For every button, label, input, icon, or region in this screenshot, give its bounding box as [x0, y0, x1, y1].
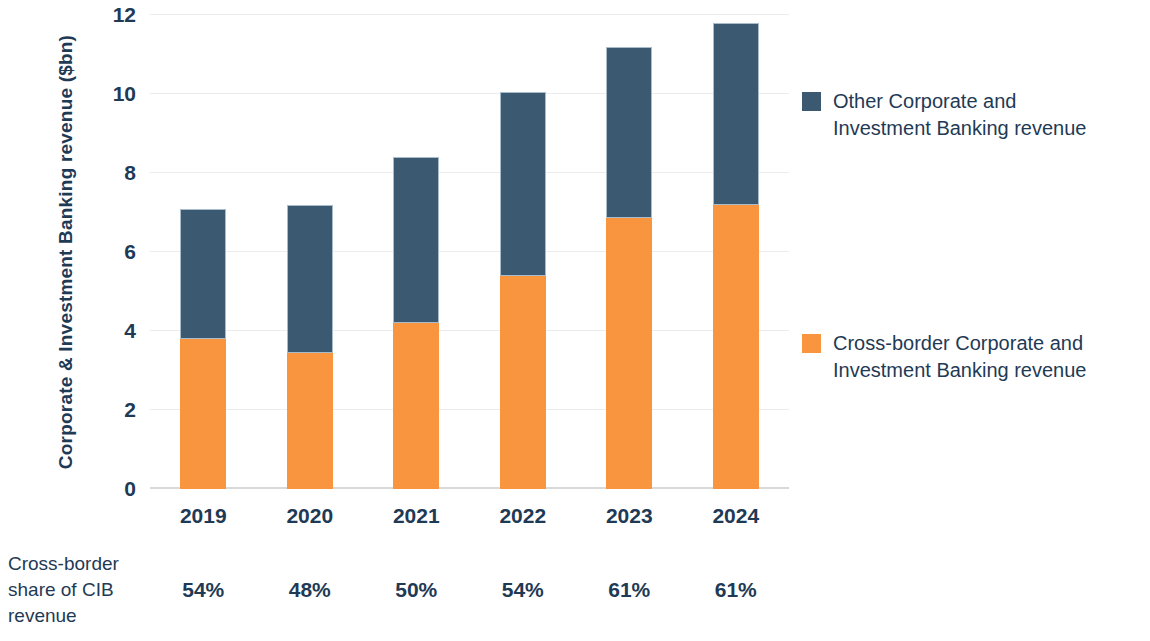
bar-segment-other-2024: [713, 23, 759, 205]
x-tick-label-2019: 2019: [150, 502, 257, 530]
x-tick-label-2020: 2020: [257, 502, 364, 530]
bar-segment-cross_border-2022: [500, 276, 546, 489]
x-tick-label-2021: 2021: [363, 502, 470, 530]
footer-value-2023: 61%: [576, 576, 683, 604]
legend-swatch-cross-border-icon: [802, 334, 821, 353]
x-tick-label-2024: 2024: [683, 502, 790, 530]
x-tick-label-2023: 2023: [576, 502, 683, 530]
stacked-bar-2021: [393, 157, 439, 489]
bar-segment-cross_border-2021: [393, 323, 439, 489]
footer-value-2020: 48%: [257, 576, 364, 604]
stacked-bar-2023: [606, 47, 652, 489]
gridline: [150, 251, 789, 252]
bar-segment-cross_border-2023: [606, 218, 652, 489]
plot-area: [150, 15, 789, 489]
y-tick-label: 4: [92, 318, 136, 344]
gridline: [150, 330, 789, 331]
footer-value-2021: 50%: [363, 576, 470, 604]
y-axis-tick-labels: 024681012: [92, 15, 136, 489]
gridline: [150, 409, 789, 410]
bar-segment-other-2019: [180, 209, 226, 339]
x-tick-label-2022: 2022: [470, 502, 577, 530]
y-tick-label: 6: [92, 239, 136, 265]
stacked-bar-2022: [500, 92, 546, 489]
legend-swatch-other-icon: [802, 92, 821, 111]
y-axis-title: Corporate & Investment Banking revenue (…: [55, 35, 77, 469]
footer-value-2022: 54%: [470, 576, 577, 604]
bar-segment-other-2020: [287, 205, 333, 353]
footer-row-label: Cross-border share of CIB revenue: [8, 551, 142, 629]
bar-segment-other-2022: [500, 92, 546, 276]
bar-segment-cross_border-2019: [180, 339, 226, 489]
legend-label-other: Other Corporate and Investment Banking r…: [833, 88, 1119, 142]
y-tick-label: 2: [92, 397, 136, 423]
y-tick-label: 12: [92, 2, 136, 28]
legend-item-cross-border: Cross-border Corporate and Investment Ba…: [802, 330, 1119, 384]
footer-value-2024: 61%: [683, 576, 790, 604]
footer-values-row: 54%48%50%54%61%61%: [150, 576, 789, 606]
cib-revenue-chart: Corporate & Investment Banking revenue (…: [0, 0, 1150, 641]
gridline: [150, 172, 789, 173]
bar-segment-other-2021: [393, 157, 439, 323]
stacked-bar-2020: [287, 205, 333, 489]
y-tick-label: 0: [92, 476, 136, 502]
legend-item-other: Other Corporate and Investment Banking r…: [802, 88, 1119, 142]
x-axis-labels: 201920202021202220232024: [150, 502, 789, 532]
gridline: [150, 93, 789, 94]
y-tick-label: 8: [92, 160, 136, 186]
bar-segment-other-2023: [606, 47, 652, 219]
stacked-bar-2019: [180, 209, 226, 489]
bar-segment-cross_border-2020: [287, 353, 333, 489]
legend-label-cross-border: Cross-border Corporate and Investment Ba…: [833, 330, 1119, 384]
x-axis-line: [150, 487, 789, 489]
footer-value-2019: 54%: [150, 576, 257, 604]
bar-segment-cross_border-2024: [713, 205, 759, 489]
gridline: [150, 14, 789, 15]
y-tick-label: 10: [92, 81, 136, 107]
stacked-bar-2024: [713, 23, 759, 489]
